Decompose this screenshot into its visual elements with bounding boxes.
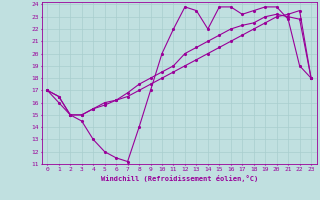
X-axis label: Windchill (Refroidissement éolien,°C): Windchill (Refroidissement éolien,°C) xyxy=(100,175,258,182)
